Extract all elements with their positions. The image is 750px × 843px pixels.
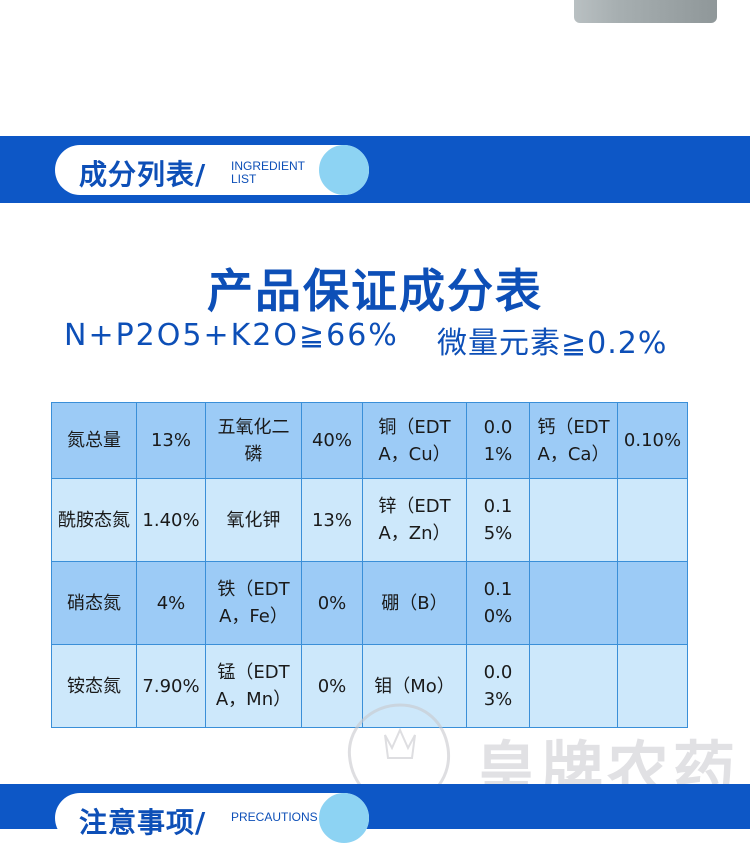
table-cell: 钙（EDTA，Ca） <box>529 402 618 479</box>
table-cell: 7.90% <box>136 644 206 728</box>
decorative-circle <box>319 793 369 843</box>
cell-text: 硝态氮 <box>67 592 121 614</box>
precautions-section-header: 注意事项/ PRECAUTIONS <box>0 784 750 843</box>
cell-text: 铜（EDTA，Cu） <box>378 416 451 465</box>
table-cell: 13% <box>301 478 363 562</box>
table-row: 氮总量 13% 五氧化二磷 40% 铜（EDTA，Cu） 0.01% 钙（EDTA，Ca） 0… <box>51 402 688 479</box>
table-row: 铵态氮 7.90% 锰（EDTA，Mn） 0% 钼（Mo） 0.03% <box>51 644 688 728</box>
decorative-circle <box>319 145 369 195</box>
table-cell <box>617 561 688 645</box>
table-cell <box>529 561 618 645</box>
table-cell: 1.40% <box>136 478 206 562</box>
cell-text: 五氧化二磷 <box>217 416 290 465</box>
ingredient-table: 氮总量 13% 五氧化二磷 40% 铜（EDTA，Cu） 0.01% 钙（EDTA，Ca） 0… <box>51 402 688 728</box>
cell-text: 0.15% <box>483 496 513 544</box>
table-cell: 硝态氮 <box>51 561 137 645</box>
table-cell: 0.03% <box>466 644 530 728</box>
table-cell: 0% <box>301 561 363 645</box>
table-cell: 铁（EDTA，Fe） <box>205 561 302 645</box>
cell-text: 钼（Mo） <box>374 675 455 697</box>
npk-spec: N+P2O5+K2O≧66% <box>64 318 399 353</box>
cell-text: 0.10% <box>623 430 682 451</box>
table-cell: 氮总量 <box>51 402 137 479</box>
table-cell: 锌（EDTA，Zn） <box>362 478 467 562</box>
table-cell: 0.01% <box>466 402 530 479</box>
page-title: 产品保证成分表 <box>207 264 543 318</box>
cell-text: 钙（EDTA，Ca） <box>537 416 610 465</box>
table-cell: 0.10% <box>466 561 530 645</box>
table-cell: 40% <box>301 402 363 479</box>
section-label-pill: 成分列表/ INGREDIENT LIST <box>55 145 369 195</box>
cell-text: 氧化钾 <box>226 509 281 531</box>
table-cell: 氧化钾 <box>205 478 302 562</box>
table-cell: 铵态氮 <box>51 644 137 728</box>
cell-text: 硼（B） <box>381 592 448 614</box>
table-cell <box>617 644 688 728</box>
table-cell: 4% <box>136 561 206 645</box>
table-cell <box>529 478 618 562</box>
section-title-en: PRECAUTIONS <box>231 810 318 824</box>
cell-text: 氮总量 <box>67 430 121 451</box>
trace-element-spec: 微量元素≧0.2% <box>437 326 668 361</box>
cell-text: 酰胺态氮 <box>58 509 130 531</box>
cell-text: 0% <box>317 675 347 697</box>
cell-text: 锰（EDTA，Mn） <box>215 662 292 710</box>
table-row: 酰胺态氮 1.40% 氧化钾 13% 锌（EDTA，Zn） 0.15% <box>51 478 688 562</box>
table-cell: 0% <box>301 644 363 728</box>
ingredient-section-header: 成分列表/ INGREDIENT LIST <box>0 136 750 203</box>
section-label-pill: 注意事项/ PRECAUTIONS <box>55 793 369 843</box>
cell-text: 1.40% <box>142 509 200 531</box>
product-image-fragment <box>574 0 717 23</box>
table-row: 硝态氮 4% 铁（EDTA，Fe） 0% 硼（B） 0.10% <box>51 561 688 645</box>
cell-text: 0.03% <box>483 662 513 710</box>
cell-text: 13% <box>311 509 352 531</box>
section-title-en: INGREDIENT LIST <box>231 159 305 186</box>
table-cell: 0.10% <box>617 402 688 479</box>
table-cell: 13% <box>136 402 206 479</box>
table-cell <box>617 478 688 562</box>
table-cell <box>529 644 618 728</box>
cell-text: 4% <box>156 592 186 614</box>
cell-text: 7.90% <box>142 675 200 697</box>
cell-text: 40% <box>311 430 352 451</box>
table-cell: 硼（B） <box>362 561 467 645</box>
cell-text: 锌（EDTA，Zn） <box>378 496 451 544</box>
cell-text: 铵态氮 <box>67 675 121 697</box>
section-title-cn: 注意事项/ <box>79 806 207 839</box>
table-cell: 铜（EDTA，Cu） <box>362 402 467 479</box>
table-cell: 0.15% <box>466 478 530 562</box>
table-cell: 五氧化二磷 <box>205 402 302 479</box>
cell-text: 0% <box>317 592 347 614</box>
cell-text: 0.10% <box>483 579 513 627</box>
section-title-cn: 成分列表/ <box>79 158 207 191</box>
table-cell: 锰（EDTA，Mn） <box>205 644 302 728</box>
cell-text: 铁（EDTA，Fe） <box>217 579 290 627</box>
table-cell: 酰胺态氮 <box>51 478 137 562</box>
table-cell: 钼（Mo） <box>362 644 467 728</box>
cell-text: 13% <box>150 430 191 451</box>
cell-text: 0.01% <box>483 416 513 465</box>
